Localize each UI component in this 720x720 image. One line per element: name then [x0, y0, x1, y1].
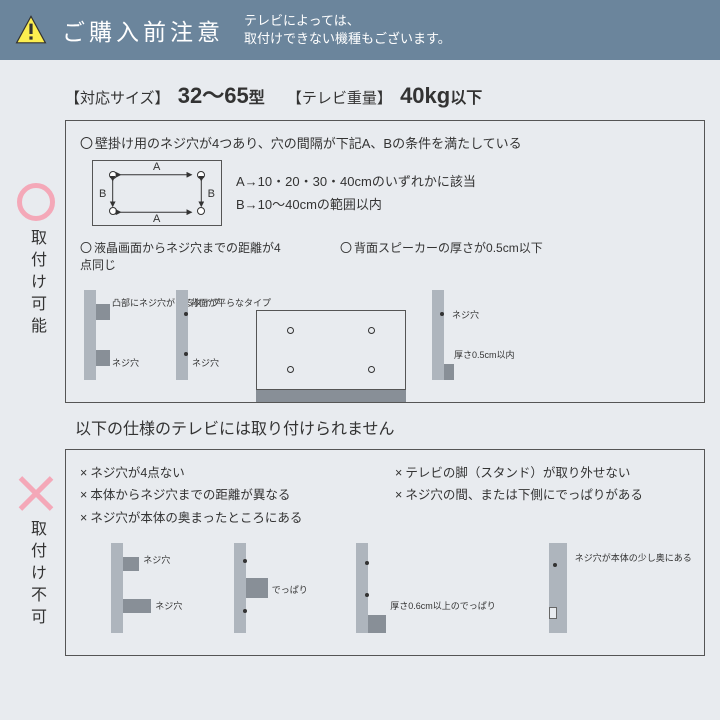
ok-section: 取付け可能 壁掛け用のネジ穴が4つあり、穴の間隔が下記A、Bの条件を満たしている…: [15, 120, 705, 403]
tv-type-1: 凸部にネジ穴があるタイプ ネジ穴: [80, 290, 130, 390]
ng-heading: 以下の仕様のテレビには取り付けられません: [75, 415, 705, 439]
ok-condition-1: 壁掛け用のネジ穴が4つあり、穴の間隔が下記A、Bの条件を満たしている: [80, 133, 690, 152]
ok-illustrations: 凸部にネジ穴があるタイプ ネジ穴 背面が平らなタイプ ネジ穴: [80, 290, 690, 390]
ng-fig-1: ネジ穴 ネジ穴: [101, 543, 181, 643]
cross-icon: [17, 474, 55, 512]
ok-marker: 取付け可能: [15, 120, 57, 403]
ng-box: ネジ穴が4点ない 本体からネジ穴までの距離が異なる ネジ穴が本体の奥まったところ…: [65, 449, 705, 657]
ng-illustrations: ネジ穴 ネジ穴 でっぱり 厚さ0.6cm以上のでっぱり: [80, 543, 690, 643]
spec-row: 【対応サイズ】 32～65型 【テレビ重量】 40kg以下: [15, 70, 705, 120]
ng-fig-2: でっぱり: [224, 543, 304, 643]
header-title: ご購入前注意: [62, 13, 224, 47]
header-subtitle: テレビによっては、 取付けできない機種もございます。: [244, 12, 451, 48]
ng-reasons: ネジ穴が4点ない 本体からネジ穴までの距離が異なる ネジ穴が本体の奥まったところ…: [80, 462, 690, 530]
ab-conditions: A→10・20・30・40cmのいずれかに該当 B→10～40cmの範囲以内: [236, 170, 476, 217]
ok-sub-conditions: 液晶画面からネジ穴までの距離が4点同じ 背面スピーカーの厚さが0.5cm以下: [80, 240, 690, 280]
content: 【対応サイズ】 32～65型 【テレビ重量】 40kg以下 取付け可能 壁掛け用…: [0, 60, 720, 678]
ok-box: 壁掛け用のネジ穴が4つあり、穴の間隔が下記A、Bの条件を満たしている A A B…: [65, 120, 705, 403]
speaker-diagram: [256, 310, 406, 390]
header-bar: ご購入前注意 テレビによっては、 取付けできない機種もございます。: [0, 0, 720, 60]
speaker-side: ネジ穴 厚さ0.5cm以内: [424, 290, 524, 390]
ng-marker: 取付け不可: [15, 449, 57, 657]
ng-section: 取付け不可 ネジ穴が4点ない 本体からネジ穴までの距離が異なる ネジ穴が本体の奥…: [15, 449, 705, 657]
vesa-diagram-row: A A B B A→10・20・30・40cmのいずれかに該当 B→10～40c…: [92, 160, 690, 226]
tv-type-2: 背面が平らなタイプ ネジ穴: [148, 290, 238, 390]
ng-fig-4: ネジ穴が本体の少し奥にある: [539, 543, 669, 643]
vesa-diagram: A A B B: [92, 160, 222, 226]
warning-icon: [15, 14, 47, 46]
circle-icon: [17, 183, 55, 221]
ng-fig-3: 厚さ0.6cm以上のでっぱり: [346, 543, 496, 643]
